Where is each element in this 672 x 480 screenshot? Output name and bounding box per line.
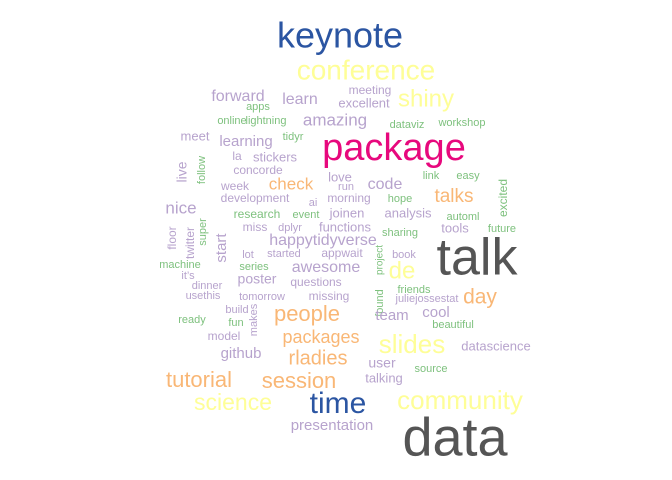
word-ready: ready — [178, 314, 206, 326]
word-build: build — [225, 304, 248, 316]
word-tutorial: tutorial — [166, 367, 232, 392]
word-concorde: concorde — [233, 163, 283, 177]
word-project: project — [375, 245, 386, 275]
word-source: source — [414, 363, 447, 375]
word-sharing: sharing — [382, 227, 418, 239]
word-tools: tools — [441, 220, 469, 235]
word-amazing: amazing — [303, 110, 367, 129]
word-dataviz: dataviz — [390, 119, 425, 131]
word-lot: lot — [242, 249, 254, 261]
word-shiny: shiny — [398, 85, 454, 112]
word-keynote: keynote — [277, 15, 403, 56]
word-cool: cool — [422, 304, 450, 321]
word-book: book — [392, 249, 416, 261]
word-data: data — [402, 407, 508, 467]
word-event: event — [293, 209, 320, 221]
word-analysis: analysis — [385, 205, 432, 220]
word-people: people — [274, 301, 340, 326]
word-super: super — [197, 218, 209, 246]
word-science: science — [194, 389, 272, 415]
word-makes: makes — [248, 303, 260, 336]
word-tidyr: tidyr — [283, 131, 304, 143]
word-time: time — [310, 387, 367, 420]
word-its: it’s — [181, 270, 195, 282]
word-questions: questions — [290, 275, 341, 289]
word-workshop: workshop — [437, 117, 485, 129]
word-model: model — [208, 329, 241, 343]
word-start: start — [213, 233, 230, 263]
word-learning: learning — [219, 133, 272, 150]
word-juliejossestat: juliejossestat — [395, 293, 459, 305]
word-talk: talk — [437, 229, 519, 287]
word-de: de — [389, 257, 416, 284]
word-found: found — [374, 289, 386, 317]
word-rladies: rladies — [289, 347, 348, 369]
word-packages: packages — [282, 327, 359, 347]
word-day: day — [463, 286, 497, 309]
word-github: github — [221, 345, 262, 362]
word-check: check — [269, 174, 314, 193]
word-fun: fun — [228, 317, 243, 329]
word-week: week — [220, 179, 250, 193]
word-easy: easy — [456, 170, 480, 182]
word-lightning: lightning — [246, 115, 287, 127]
word-happytidyverse: happytidyverse — [269, 232, 377, 249]
word-talks: talks — [434, 186, 473, 207]
word-ai: ai — [309, 197, 318, 209]
word-machine: machine — [159, 259, 201, 271]
word-learn: learn — [282, 91, 318, 108]
word-slides: slides — [379, 329, 445, 359]
word-poster: poster — [238, 271, 277, 287]
word-awesome: awesome — [292, 259, 361, 276]
word-follow: follow — [196, 156, 208, 184]
word-twitter: twitter — [183, 227, 197, 259]
word-la: la — [232, 149, 242, 163]
word-apps: apps — [246, 101, 270, 113]
word-series: series — [239, 261, 269, 273]
word-beautiful: beautiful — [432, 319, 474, 331]
word-future: future — [488, 223, 516, 235]
word-development: development — [221, 191, 290, 205]
word-stickers: stickers — [253, 149, 298, 164]
word-love: love — [328, 169, 352, 184]
word-link: link — [423, 170, 440, 182]
word-morning: morning — [327, 191, 370, 205]
word-appwait: appwait — [321, 246, 363, 260]
word-run: run — [338, 181, 354, 193]
word-community: community — [397, 385, 523, 415]
word-usethis: usethis — [186, 290, 221, 302]
word-research: research — [234, 207, 281, 221]
word-excellent: excellent — [338, 95, 390, 110]
word-tomorrow: tomorrow — [239, 291, 285, 303]
word-code: code — [368, 176, 403, 193]
word-miss: miss — [243, 220, 268, 234]
word-online: online — [217, 115, 246, 127]
word-friends: friends — [397, 284, 431, 296]
word-dplyr: dplyr — [278, 222, 302, 234]
word-live: live — [174, 161, 190, 182]
word-team: team — [375, 307, 408, 324]
word-nice: nice — [165, 198, 196, 217]
word-presentation: presentation — [291, 417, 374, 434]
word-dinner: dinner — [192, 280, 223, 292]
word-functions: functions — [319, 219, 372, 234]
word-session: session — [262, 368, 337, 393]
word-hope: hope — [388, 193, 412, 205]
word-joinen: joinen — [329, 205, 365, 220]
word-conference: conference — [297, 54, 436, 85]
word-user: user — [368, 355, 396, 371]
word-datascience: datascience — [461, 338, 530, 353]
word-meet: meet — [181, 128, 210, 143]
word-started: started — [267, 248, 301, 260]
word-floor: floor — [165, 226, 179, 249]
word-talking: talking — [365, 370, 403, 385]
word-excited: excited — [496, 179, 510, 217]
word-missing: missing — [309, 289, 350, 303]
word-automl: automl — [446, 211, 479, 223]
word-package: package — [322, 127, 466, 169]
word-forward: forward — [211, 88, 264, 105]
word-meeting: meeting — [349, 83, 392, 97]
